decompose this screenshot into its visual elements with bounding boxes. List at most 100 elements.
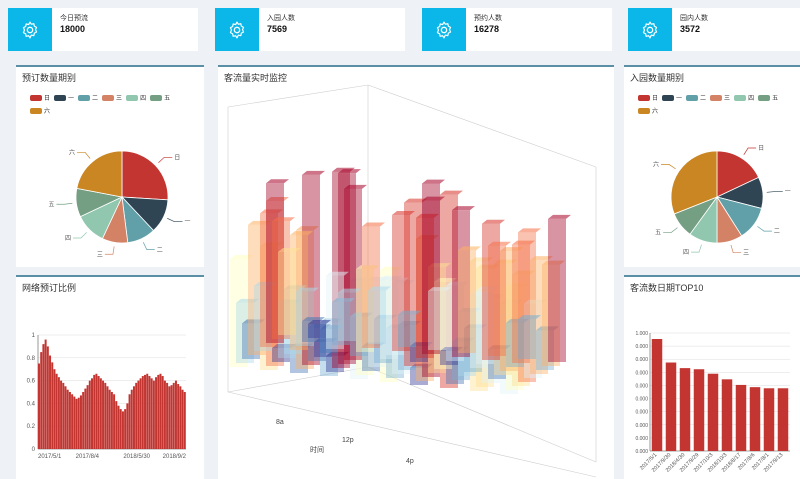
3d-bar-top (290, 343, 313, 348)
legend-swatch (150, 95, 163, 102)
3d-bar (248, 224, 266, 355)
panel-title: 预订数量期别 (22, 73, 77, 83)
3d-bar (404, 202, 422, 366)
data-column (51, 362, 54, 449)
pie-slice-label: 一 (184, 220, 190, 226)
3d-bar (320, 322, 338, 376)
3d-bar-top (338, 169, 361, 174)
3d-bar (446, 285, 464, 361)
3d-axis-box (227, 84, 597, 478)
3d-bar (332, 171, 350, 368)
3d-bar-top (278, 299, 301, 304)
3d-bar-top (290, 231, 313, 236)
legend-item[interactable]: 六 (638, 106, 658, 119)
3d-bar (344, 188, 362, 360)
data-column (40, 352, 43, 449)
legend-label: 五 (772, 96, 779, 102)
bar[interactable] (749, 387, 761, 451)
3d-bar-top (362, 342, 385, 347)
legend-item[interactable]: 六 (30, 106, 50, 119)
data-column (75, 398, 78, 449)
chart-legend[interactable]: 日 一 二 三 四 五六 (638, 93, 788, 119)
3d-bar-top (536, 326, 559, 331)
legend-item[interactable]: 四 (734, 93, 754, 106)
3d-bar (296, 230, 314, 369)
bar[interactable] (693, 369, 705, 451)
network-ratio-chart: 0 0.2 0.4 0.6 0.8 1 2017/5/1 2017/8/4 2018/5/30 2… (27, 333, 187, 460)
gear-icon (422, 8, 466, 51)
3d-bar (236, 302, 254, 363)
3d-bar-top (512, 270, 535, 275)
3d-bar-top (320, 325, 343, 330)
3d-bar-top (428, 287, 451, 292)
legend-item[interactable]: 日 (30, 93, 50, 106)
legend-item[interactable]: 五 (150, 93, 170, 106)
legend-item[interactable]: 四 (126, 93, 146, 106)
3d-bar (386, 281, 404, 355)
bar[interactable] (679, 368, 691, 451)
legend-label: 二 (700, 96, 707, 102)
bar[interactable] (763, 388, 775, 451)
3d-bar-top (326, 271, 349, 276)
data-column (146, 373, 149, 449)
chart-legend[interactable]: 日 一 二 三 四 五六 (30, 93, 178, 119)
3d-bar (254, 286, 272, 351)
y-tick-label: 0.000 (635, 423, 648, 429)
pie-leader-line (72, 232, 87, 239)
3d-bar-top (440, 190, 463, 195)
y-tick-label: 0.2 (27, 424, 36, 430)
legend-item[interactable]: 二 (78, 93, 98, 106)
3d-bar (392, 284, 410, 374)
top10-bar-chart: 0.000 0.000 0.000 0.000 0.000 0.000 0.000 0.000… (635, 331, 790, 474)
legend-item[interactable]: 五 (758, 93, 778, 106)
y-tick-label: 0.6 (27, 379, 36, 385)
data-column (71, 394, 74, 449)
bar[interactable] (665, 362, 677, 451)
y-tick-label: 0.000 (635, 436, 648, 442)
data-column (135, 382, 138, 449)
legend-item[interactable]: 日 (638, 93, 658, 106)
legend-item[interactable]: 二 (686, 93, 706, 106)
pie-slice[interactable] (670, 150, 718, 215)
3d-bar (386, 328, 404, 378)
3d-bar-top (518, 228, 541, 233)
bar[interactable] (735, 384, 747, 451)
legend-label: 一 (676, 96, 683, 102)
3d-bar (260, 213, 278, 347)
3d-bar (422, 200, 440, 354)
data-column (77, 397, 80, 449)
3d-bar-top (398, 320, 421, 325)
legend-item[interactable]: 三 (710, 93, 730, 106)
3d-bar (530, 260, 548, 374)
legend-swatch (758, 95, 771, 102)
bar[interactable] (721, 379, 733, 451)
3d-bar (452, 341, 470, 380)
data-column (73, 396, 76, 449)
legend-item[interactable]: 三 (102, 93, 122, 106)
data-column (150, 378, 153, 449)
realtime-3d-bar-chart[interactable]: 8a 12p 4p 时间 (218, 67, 614, 479)
3d-bar (278, 252, 296, 335)
3d-bar-top (404, 198, 427, 203)
bar[interactable] (777, 388, 789, 451)
pie-slice[interactable] (76, 150, 123, 198)
legend-item[interactable]: 一 (54, 93, 74, 106)
3d-bar (518, 319, 536, 359)
bar[interactable] (651, 339, 663, 451)
3d-bar-top (500, 247, 523, 252)
pie-slice[interactable] (716, 150, 760, 198)
data-column (57, 377, 60, 449)
bar[interactable] (707, 373, 719, 451)
pie-slice[interactable] (121, 150, 169, 201)
stat-label: 园内人数 (680, 15, 708, 22)
pie-leader-line (661, 164, 676, 170)
data-column (53, 369, 56, 449)
3d-bar-top (422, 196, 445, 201)
3d-bar (362, 226, 380, 348)
y-tick-label: 0.000 (635, 357, 648, 363)
legend-label: 日 (44, 96, 51, 102)
legend-item[interactable]: 一 (662, 93, 682, 106)
data-column (174, 380, 177, 449)
data-column (79, 395, 82, 449)
